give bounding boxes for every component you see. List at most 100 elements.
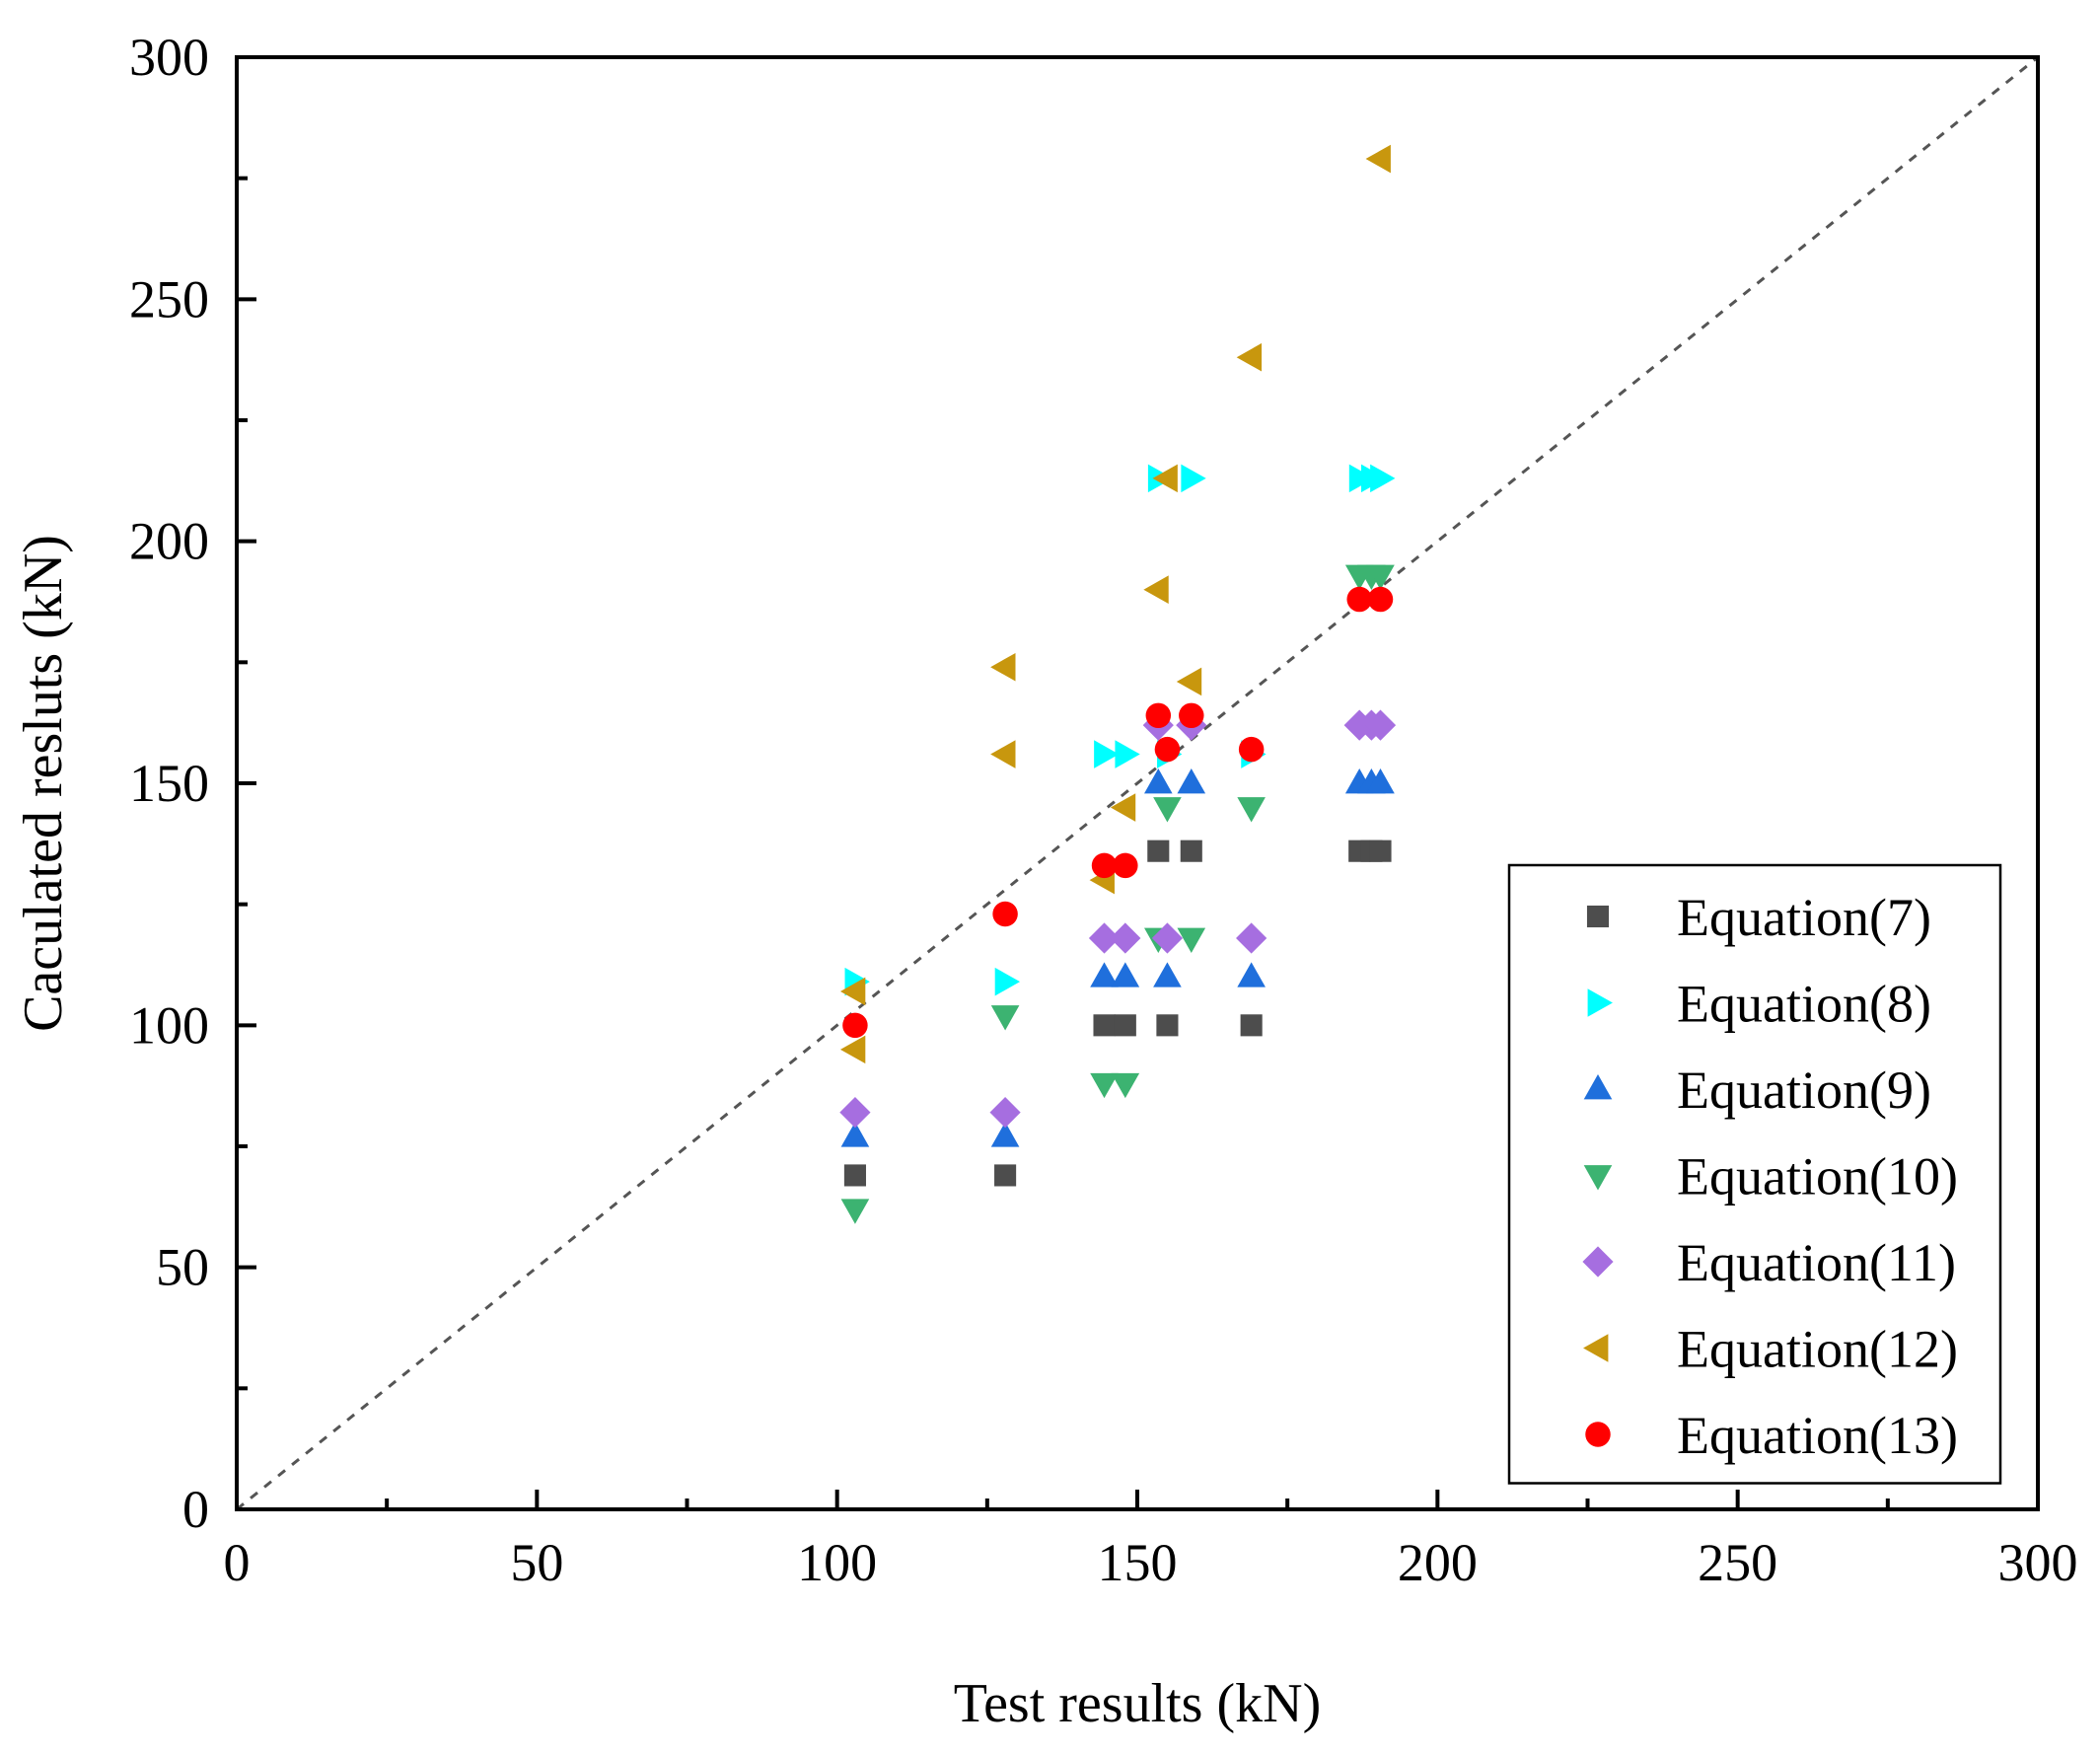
- data-point: [992, 901, 1018, 927]
- legend: Equation(7) Equation(8) Equation(9) Equatio…: [1507, 863, 2002, 1485]
- data-point: [994, 967, 1021, 996]
- data-point: [1364, 709, 1397, 741]
- data-point: [1110, 793, 1136, 822]
- data-point: [1145, 702, 1172, 729]
- data-point: [1177, 768, 1206, 794]
- x-axis-ticks: 0 50 100 150 200 250 300: [224, 1490, 2078, 1592]
- data-point: [1115, 740, 1140, 768]
- y-tick-label: 300: [129, 28, 209, 87]
- series-Equation(7): [843, 840, 1392, 1187]
- data-point: [1366, 768, 1395, 794]
- data-point: [1237, 797, 1266, 823]
- legend-item: Equation(13): [1585, 1406, 1958, 1465]
- series-Equation(13): [842, 586, 1394, 1039]
- x-tick-label: 250: [1698, 1533, 1777, 1592]
- legend-label: Equation(9): [1677, 1060, 1931, 1120]
- data-point: [843, 1164, 866, 1187]
- data-point: [1090, 1072, 1119, 1099]
- data-point: [1091, 852, 1118, 879]
- legend-item: Equation(7): [1586, 888, 1931, 947]
- data-point: [990, 740, 1016, 768]
- data-point: [1114, 1014, 1136, 1037]
- data-point: [1177, 927, 1206, 953]
- data-point: [1236, 922, 1267, 954]
- data-point: [1369, 840, 1392, 862]
- legend-marker: [1583, 1165, 1613, 1191]
- data-point: [994, 1164, 1017, 1187]
- data-point: [1143, 575, 1169, 605]
- x-tick-label: 200: [1398, 1533, 1478, 1592]
- data-point: [1088, 922, 1121, 954]
- data-point: [1365, 144, 1391, 174]
- data-point: [1237, 962, 1266, 987]
- data-point: [1093, 1014, 1116, 1037]
- data-point: [1240, 1014, 1263, 1037]
- data-point: [989, 1097, 1021, 1129]
- data-point: [1236, 342, 1263, 372]
- legend-label: Equation(8): [1677, 975, 1931, 1034]
- data-point: [1153, 797, 1182, 823]
- data-point: [1370, 464, 1396, 493]
- reference-line-y-equals-x: [236, 55, 2039, 1511]
- data-point: [1147, 840, 1170, 862]
- legend-label: Equation(13): [1677, 1406, 1958, 1465]
- data-point: [1144, 768, 1173, 794]
- legend-item: Equation(10): [1583, 1147, 1958, 1206]
- plot-area: [236, 55, 2039, 1511]
- data-point: [1181, 464, 1206, 493]
- legend-label: Equation(11): [1677, 1233, 1956, 1292]
- legend-label: Equation(7): [1677, 888, 1931, 947]
- legend-item: Equation(12): [1583, 1320, 1958, 1379]
- x-tick-label: 100: [797, 1533, 877, 1592]
- x-axis-title: Test results (kN): [954, 1673, 1321, 1734]
- data-point: [1111, 962, 1140, 987]
- data-point: [1113, 852, 1138, 879]
- data-point: [839, 977, 866, 1006]
- data-point: [1094, 740, 1120, 768]
- data-point: [1180, 840, 1202, 862]
- data-point: [842, 1012, 868, 1039]
- y-tick-label: 150: [129, 754, 209, 813]
- series-Equation(9): [840, 768, 1395, 1147]
- data-point: [1179, 702, 1204, 729]
- y-tick-label: 0: [182, 1480, 209, 1539]
- x-tick-label: 150: [1098, 1533, 1178, 1592]
- data-point: [1238, 736, 1265, 763]
- data-point: [1090, 962, 1119, 987]
- y-tick-label: 50: [156, 1238, 209, 1297]
- legend-item: Equation(11): [1582, 1233, 1956, 1292]
- legend-marker: [1583, 1074, 1613, 1100]
- data-point: [1154, 736, 1181, 763]
- data-point: [990, 1005, 1020, 1031]
- data-point: [990, 1122, 1020, 1147]
- data-point: [1366, 564, 1395, 590]
- data-point: [1110, 922, 1141, 954]
- data-point: [840, 1199, 870, 1224]
- x-tick-label: 50: [510, 1533, 563, 1592]
- series-Equation(10): [840, 564, 1395, 1224]
- series-Equation(12): [839, 144, 1391, 1064]
- legend-marker: [1587, 988, 1613, 1017]
- legend-box: [1507, 863, 2002, 1485]
- legend-label: Equation(12): [1677, 1320, 1958, 1379]
- y-axis-ticks: 0 50 100 150 200 250 300: [129, 28, 256, 1539]
- data-point: [839, 1097, 871, 1129]
- legend-item: Equation(9): [1583, 1060, 1931, 1120]
- data-point: [840, 1122, 870, 1147]
- data-point: [839, 1035, 866, 1064]
- legend-marker: [1585, 1422, 1611, 1447]
- legend-label: Equation(10): [1677, 1147, 1958, 1206]
- data-point: [1176, 667, 1202, 696]
- series-Equation(8): [844, 464, 1396, 996]
- y-axis-title: Caculated resluts (kN): [13, 535, 74, 1032]
- data-point: [990, 652, 1016, 682]
- data-point: [1367, 586, 1394, 613]
- data-point: [1151, 922, 1184, 954]
- legend-marker: [1583, 1334, 1609, 1362]
- series-Equation(11): [839, 709, 1397, 1129]
- x-tick-label: 0: [224, 1533, 251, 1592]
- legend-marker: [1582, 1246, 1614, 1278]
- data-point: [1152, 464, 1178, 493]
- y-tick-label: 250: [129, 269, 209, 329]
